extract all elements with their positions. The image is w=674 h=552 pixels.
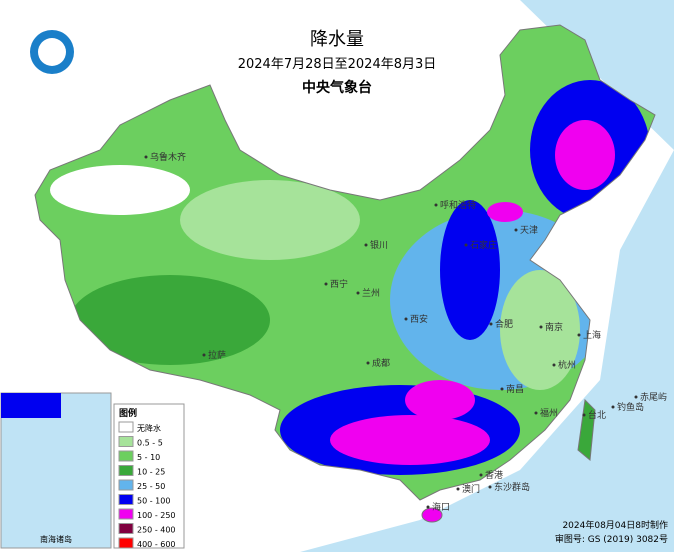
place-label: 银川 (370, 239, 388, 251)
place-dot (514, 228, 518, 232)
place-label: 拉萨 (208, 349, 226, 361)
legend-swatch (118, 450, 134, 462)
place-dot (479, 473, 483, 477)
place-label: 合肥 (495, 318, 513, 330)
place-dot (426, 505, 430, 509)
footer-made: 2024年08月04日8时制作 (562, 519, 668, 531)
place-dot (611, 405, 615, 409)
legend-swatch (118, 494, 134, 505)
place-dot (500, 387, 504, 391)
place-label: 钓鱼岛 (617, 401, 644, 413)
legend-swatch (118, 508, 134, 520)
place-dot (366, 361, 370, 365)
place-dot (552, 363, 556, 367)
legend-label: 400 - 600 (137, 540, 176, 549)
place-label: 成都 (372, 357, 390, 369)
inset-label: 南海诸岛 (40, 534, 72, 544)
inset-land (1, 393, 61, 418)
place-label: 乌鲁木齐 (150, 151, 186, 163)
legend-swatch (118, 523, 134, 534)
legend-title: 图例 (119, 407, 137, 419)
place-dot (489, 322, 493, 326)
legend-items: 无降水 0.5 - 5 5 - 10 10 - 25 25 - 50 50 - 100 10… (118, 421, 176, 549)
place-label: 台北 (588, 409, 606, 421)
legend-swatch (118, 537, 134, 549)
legend-label: 10 - 25 (137, 468, 165, 477)
place-label: 西安 (410, 313, 428, 325)
place-dot (404, 317, 408, 321)
logo-inner (38, 38, 66, 66)
place-dot (434, 203, 438, 207)
place-dot (634, 395, 638, 399)
taiwan (577, 398, 596, 461)
subtitle: 2024年7月28日至2024年8月3日 (238, 57, 437, 72)
place-label: 香港 (485, 469, 503, 481)
title: 降水量 (310, 29, 364, 50)
place-dot (488, 485, 492, 489)
legend-swatch (118, 479, 134, 491)
place-label: 南京 (545, 321, 563, 333)
place-dot (356, 291, 360, 295)
legend-label: 无降水 (137, 423, 161, 433)
place-label: 海口 (432, 501, 450, 513)
place-dot (534, 411, 538, 415)
place-dot (202, 353, 206, 357)
place-label: 西宁 (330, 278, 348, 290)
place-dot (539, 325, 543, 329)
legend-label: 0.5 - 5 (137, 439, 163, 448)
inset (0, 392, 112, 549)
place-label: 天津 (520, 225, 538, 236)
footer-review: 审图号: GS (2019) 3082号 (555, 533, 668, 545)
place-label: 东沙群岛 (494, 481, 530, 493)
place-label: 杭州 (558, 359, 576, 371)
legend-swatch (118, 436, 134, 447)
place-dot (364, 243, 368, 247)
place-label: 上海 (583, 329, 601, 341)
legend-swatch (118, 421, 134, 433)
place-dot (577, 333, 581, 337)
legend-label: 100 - 250 (137, 511, 176, 520)
place-label: 石家庄 (470, 239, 497, 251)
place-label: 南昌 (506, 383, 524, 395)
agency: 中央气象台 (302, 79, 372, 96)
place-label: 福州 (540, 407, 558, 419)
place-dot (456, 487, 460, 491)
legend-label: 5 - 10 (137, 453, 160, 462)
place-label: 兰州 (362, 287, 380, 299)
sea (300, 0, 674, 552)
place-dot (324, 282, 328, 286)
place-label: 呼和浩特 (440, 199, 476, 211)
legend-swatch (118, 465, 134, 476)
legend-label: 50 - 100 (137, 497, 170, 506)
place-dot (582, 413, 586, 417)
place-label: 澳门 (462, 483, 480, 495)
legend-label: 25 - 50 (137, 482, 165, 491)
place-dot (464, 243, 468, 247)
hainan (421, 507, 443, 523)
place-dot (144, 155, 148, 159)
place-label: 赤尾屿 (640, 392, 667, 403)
legend-label: 250 - 400 (137, 526, 176, 535)
